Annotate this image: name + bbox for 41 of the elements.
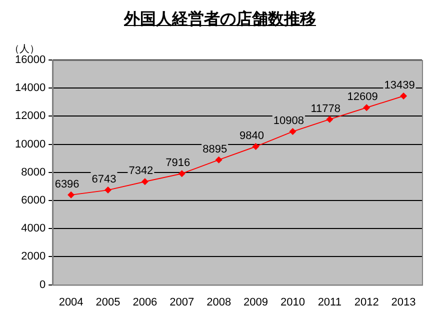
x-tick-label: 2012	[354, 296, 379, 308]
x-tick-label: 2007	[170, 296, 194, 308]
y-tick-label: 2000	[21, 250, 46, 263]
data-label: 8895	[202, 143, 228, 156]
point	[141, 178, 148, 186]
point	[215, 156, 222, 164]
y-tick-label: 12000	[14, 110, 46, 122]
point	[400, 92, 408, 100]
x-tick-label: 2004	[58, 296, 84, 308]
x-tick-label: 2011	[318, 296, 342, 308]
x-tick-label: 2006	[132, 296, 158, 308]
data-label: 11778	[310, 102, 341, 115]
chart-title: 外国人経営者の店舗数推移	[122, 9, 317, 30]
y-tick-label: 6000	[21, 194, 46, 207]
data-label: 10908	[273, 115, 304, 128]
data-label: 13439	[384, 80, 415, 92]
x-tick-label: 2009	[244, 296, 268, 308]
data-label: 12609	[347, 91, 378, 104]
point	[104, 186, 112, 194]
y-tick-label: 0	[39, 278, 46, 291]
data-label: 6743	[92, 174, 116, 186]
y-tick-label: 16000	[14, 54, 46, 66]
x-tick-label: 2013	[391, 296, 416, 308]
x-tick-label: 2008	[206, 296, 232, 308]
point	[252, 143, 260, 150]
data-label: 7342	[128, 165, 154, 178]
point	[289, 128, 296, 136]
point	[363, 104, 370, 112]
data-label: 6396	[54, 178, 80, 190]
y-tick-label: 10000	[14, 138, 46, 150]
point	[178, 170, 186, 178]
point	[68, 191, 75, 198]
point	[326, 116, 334, 123]
x-tick-label: 2005	[96, 296, 120, 308]
y-tick-label: 8000	[21, 166, 46, 178]
y-tick-label: 14000	[14, 82, 46, 94]
y-axis-title: （人）	[10, 44, 40, 55]
y-tick-label: 4000	[21, 222, 46, 235]
data-label: 7916	[166, 157, 190, 170]
data-label: 9840	[240, 130, 264, 142]
x-tick-label: 2010	[280, 296, 305, 308]
